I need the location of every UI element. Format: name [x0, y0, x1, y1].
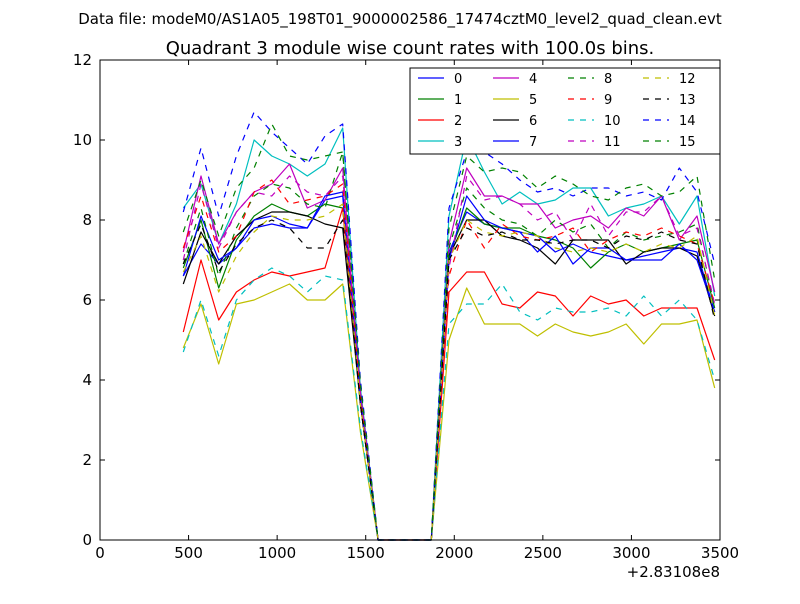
legend-label-0: 0	[454, 72, 462, 87]
x-tick-label: 1500	[347, 544, 385, 562]
legend-label-15: 15	[679, 135, 696, 150]
legend-label-12: 12	[679, 72, 696, 87]
y-tick-label: 12	[73, 51, 92, 69]
y-tick-label: 6	[82, 291, 92, 309]
series-line-11	[182, 175, 716, 541]
series-line-14	[182, 111, 716, 541]
legend-label-8: 8	[604, 72, 612, 87]
series-layer	[182, 111, 716, 541]
x-tick-label: 500	[174, 544, 203, 562]
x-tick-label: 2500	[524, 544, 562, 562]
series-line-13	[182, 219, 716, 541]
series-line-10	[182, 267, 716, 541]
x-tick-label: 3500	[701, 544, 739, 562]
legend-label-10: 10	[604, 114, 621, 129]
chart-title: Quadrant 3 module wise count rates with …	[166, 38, 655, 59]
x-tick-label: 3000	[612, 544, 650, 562]
series-line-9	[182, 179, 716, 541]
series-line-5	[182, 283, 716, 541]
x-tick-label: 2000	[435, 544, 473, 562]
series-line-2	[182, 207, 716, 541]
series-line-4	[182, 163, 716, 541]
y-tick-label: 4	[82, 371, 92, 389]
legend-label-11: 11	[604, 135, 621, 150]
legend-label-13: 13	[679, 93, 696, 108]
y-tick-label: 2	[82, 451, 92, 469]
x-tick-label: 0	[95, 544, 105, 562]
legend-label-7: 7	[529, 135, 537, 150]
legend-box	[409, 67, 721, 155]
y-tick-label: 0	[82, 531, 92, 549]
legend-label-1: 1	[454, 93, 462, 108]
legend-label-3: 3	[454, 135, 462, 150]
legend-label-4: 4	[529, 72, 537, 87]
series-line-15	[182, 123, 716, 541]
figure-suptitle: Data file: modeM0/AS1A05_198T01_90000025…	[78, 10, 722, 29]
y-tick-label: 10	[73, 131, 92, 149]
legend-label-9: 9	[604, 93, 612, 108]
x-tick-label: 1000	[258, 544, 296, 562]
legend-label-5: 5	[529, 93, 537, 108]
legend-label-14: 14	[679, 114, 696, 129]
y-tick-label: 8	[82, 211, 92, 229]
legend-label-2: 2	[454, 114, 462, 129]
legend-label-6: 6	[529, 114, 537, 129]
x-offset-label: +2.83108e8	[627, 563, 720, 581]
